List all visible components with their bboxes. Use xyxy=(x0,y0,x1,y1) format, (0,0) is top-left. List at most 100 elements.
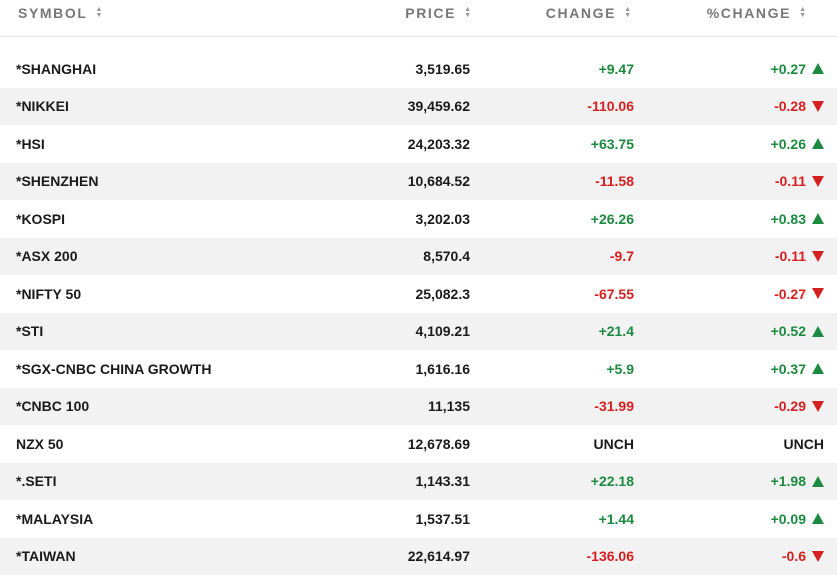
arrow-up-icon xyxy=(812,513,824,524)
arrow-up-icon xyxy=(812,63,824,74)
change-cell: -110.06 xyxy=(587,98,634,114)
pct-change-value: -0.6 xyxy=(782,548,806,564)
change-cell: +9.47 xyxy=(599,61,634,77)
pct-change-value: +0.26 xyxy=(771,136,806,152)
symbol-cell[interactable]: *SHENZHEN xyxy=(16,173,98,189)
table-row[interactable]: *STI 4,109.21 +21.4 +0.52 xyxy=(0,313,837,351)
change-cell: -31.99 xyxy=(594,398,634,414)
price-cell: 3,202.03 xyxy=(416,211,471,227)
pct-change-value: +0.27 xyxy=(771,61,806,77)
symbol-cell[interactable]: *KOSPI xyxy=(16,211,65,227)
arrow-down-icon xyxy=(812,176,824,187)
symbol-cell[interactable]: *STI xyxy=(16,323,43,339)
table-row[interactable]: *CNBC 100 11,135 -31.99 -0.29 xyxy=(0,388,837,426)
arrow-down-icon xyxy=(812,401,824,412)
price-cell: 12,678.69 xyxy=(408,436,470,452)
column-header-price-label: PRICE xyxy=(405,5,456,21)
price-cell: 1,616.16 xyxy=(416,361,471,377)
pct-change-value: +1.98 xyxy=(771,473,806,489)
change-cell: +22.18 xyxy=(591,473,634,489)
arrow-down-icon xyxy=(812,251,824,262)
pct-change-value: +0.52 xyxy=(771,323,806,339)
pct-change-cell: -0.28 xyxy=(774,98,824,114)
symbol-cell[interactable]: *SGX-CNBC CHINA GROWTH xyxy=(16,361,211,377)
change-cell: +21.4 xyxy=(599,323,634,339)
pct-change-value: -0.11 xyxy=(775,248,806,264)
symbol-cell[interactable]: *SHANGHAI xyxy=(16,61,96,77)
symbol-cell[interactable]: *HSI xyxy=(16,136,45,152)
table-row[interactable]: *SGX-CNBC CHINA GROWTH 1,616.16 +5.9 +0.37 xyxy=(0,350,837,388)
price-cell: 24,203.32 xyxy=(408,136,470,152)
arrow-down-icon xyxy=(812,288,824,299)
price-cell: 4,109.21 xyxy=(416,323,471,339)
symbol-cell[interactable]: *TAIWAN xyxy=(16,548,76,564)
arrow-up-icon xyxy=(812,138,824,149)
arrow-down-icon xyxy=(812,101,824,112)
sort-icon[interactable]: ▲▼ xyxy=(96,7,103,19)
pct-change-cell: +0.09 xyxy=(771,511,824,527)
pct-change-value: -0.27 xyxy=(774,286,806,302)
pct-change-value: -0.11 xyxy=(775,173,806,189)
change-cell: +63.75 xyxy=(591,136,634,152)
column-header-change[interactable]: CHANGE ▲▼ xyxy=(546,5,631,21)
pct-change-value: +0.09 xyxy=(771,511,806,527)
table-row[interactable]: *MALAYSIA 1,537.51 +1.44 +0.09 xyxy=(0,500,837,538)
sort-icon[interactable]: ▲▼ xyxy=(624,7,631,19)
pct-change-value: -0.28 xyxy=(774,98,806,114)
price-cell: 1,143.31 xyxy=(416,473,471,489)
pct-change-cell: -0.29 xyxy=(774,398,824,414)
price-cell: 1,537.51 xyxy=(416,511,471,527)
pct-change-cell: UNCH xyxy=(784,436,824,452)
change-cell: -136.06 xyxy=(587,548,634,564)
pct-change-value: +0.83 xyxy=(771,211,806,227)
pct-change-cell: +0.26 xyxy=(771,136,824,152)
symbol-cell[interactable]: *.SETI xyxy=(16,473,56,489)
table-row[interactable]: *SHANGHAI 3,519.65 +9.47 +0.27 xyxy=(0,50,837,88)
symbol-cell[interactable]: *NIFTY 50 xyxy=(16,286,81,302)
arrow-up-icon xyxy=(812,363,824,374)
sort-icon[interactable]: ▲▼ xyxy=(799,7,806,19)
market-quotes-table: SYMBOL ▲▼ PRICE ▲▼ CHANGE ▲▼ %CHANGE ▲▼ … xyxy=(0,0,837,37)
price-cell: 25,082.3 xyxy=(416,286,471,302)
arrow-down-icon xyxy=(812,551,824,562)
symbol-cell[interactable]: *NIKKEI xyxy=(16,98,69,114)
column-header-pct-change[interactable]: %CHANGE ▲▼ xyxy=(707,5,806,21)
change-cell: +1.44 xyxy=(599,511,634,527)
pct-change-cell: -0.27 xyxy=(774,286,824,302)
symbol-cell[interactable]: NZX 50 xyxy=(16,436,63,452)
symbol-cell[interactable]: *ASX 200 xyxy=(16,248,77,264)
pct-change-cell: +0.83 xyxy=(771,211,824,227)
symbol-cell[interactable]: *CNBC 100 xyxy=(16,398,89,414)
table-row[interactable]: *TAIWAN 22,614.97 -136.06 -0.6 xyxy=(0,538,837,575)
pct-change-cell: -0.6 xyxy=(782,548,824,564)
arrow-up-icon xyxy=(812,326,824,337)
arrow-up-icon xyxy=(812,213,824,224)
table-row[interactable]: *HSI 24,203.32 +63.75 +0.26 xyxy=(0,125,837,163)
change-cell: +5.9 xyxy=(606,361,634,377)
price-cell: 22,614.97 xyxy=(408,548,470,564)
column-header-pct-change-label: %CHANGE xyxy=(707,5,791,21)
column-header-price[interactable]: PRICE ▲▼ xyxy=(405,5,471,21)
price-cell: 3,519.65 xyxy=(416,61,471,77)
pct-change-cell: +0.27 xyxy=(771,61,824,77)
change-cell: UNCH xyxy=(594,436,634,452)
price-cell: 11,135 xyxy=(428,398,470,414)
price-cell: 10,684.52 xyxy=(408,173,470,189)
symbol-cell[interactable]: *MALAYSIA xyxy=(16,511,93,527)
pct-change-value: UNCH xyxy=(784,436,824,452)
pct-change-value: -0.29 xyxy=(774,398,806,414)
column-header-symbol[interactable]: SYMBOL ▲▼ xyxy=(18,5,102,21)
table-row[interactable]: *.SETI 1,143.31 +22.18 +1.98 xyxy=(0,463,837,501)
pct-change-cell: +0.37 xyxy=(771,361,824,377)
pct-change-cell: +0.52 xyxy=(771,323,824,339)
table-row[interactable]: NZX 50 12,678.69 UNCH UNCH xyxy=(0,425,837,463)
column-header-change-label: CHANGE xyxy=(546,5,616,21)
pct-change-cell: -0.11 xyxy=(775,248,824,264)
sort-icon[interactable]: ▲▼ xyxy=(464,7,471,19)
